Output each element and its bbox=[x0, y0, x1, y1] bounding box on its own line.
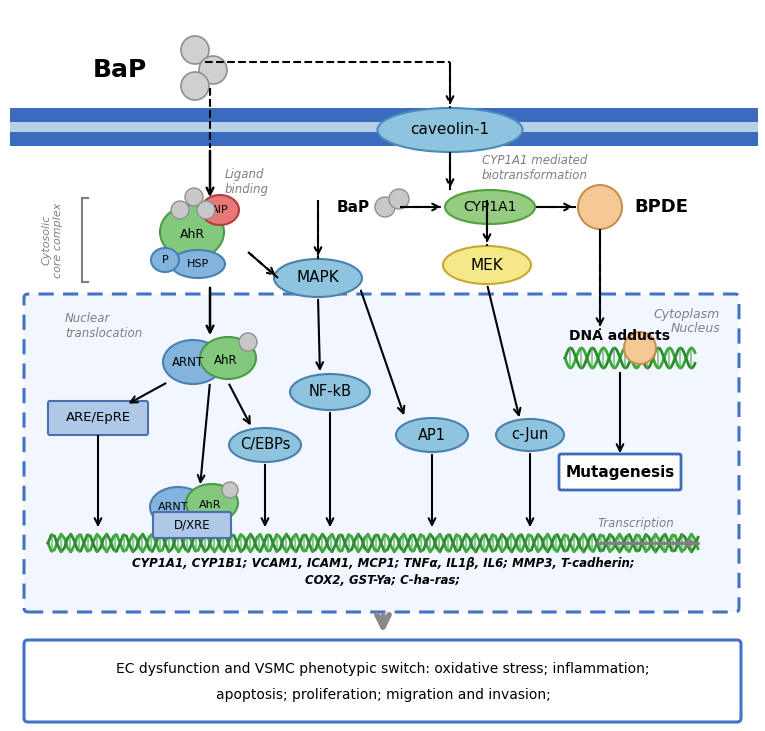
Text: D/XRE: D/XRE bbox=[174, 518, 210, 531]
Bar bbox=[10, 132, 758, 146]
Ellipse shape bbox=[150, 487, 206, 527]
Text: Ligand
binding: Ligand binding bbox=[225, 168, 269, 196]
Ellipse shape bbox=[290, 374, 370, 410]
Circle shape bbox=[185, 188, 203, 206]
Bar bbox=[10, 122, 758, 132]
Ellipse shape bbox=[160, 205, 224, 259]
Ellipse shape bbox=[443, 246, 531, 284]
Text: AhR: AhR bbox=[180, 227, 204, 240]
Text: BPDE: BPDE bbox=[634, 198, 688, 216]
Text: MEK: MEK bbox=[470, 257, 503, 273]
Text: ARNT: ARNT bbox=[172, 355, 204, 368]
Ellipse shape bbox=[377, 108, 522, 152]
Text: CYP1A1, CYP1B1; VCAM1, ICAM1, MCP1; TNFα, IL1β, IL6; MMP3, T-cadherin;: CYP1A1, CYP1B1; VCAM1, ICAM1, MCP1; TNFα… bbox=[132, 558, 634, 570]
Ellipse shape bbox=[151, 248, 179, 272]
Text: MAPK: MAPK bbox=[297, 270, 340, 286]
Circle shape bbox=[578, 185, 622, 229]
FancyBboxPatch shape bbox=[559, 454, 681, 490]
Text: AIP: AIP bbox=[211, 205, 229, 215]
Text: DNA adducts: DNA adducts bbox=[569, 329, 670, 343]
Ellipse shape bbox=[445, 190, 535, 224]
Text: P: P bbox=[161, 255, 168, 265]
Circle shape bbox=[239, 333, 257, 351]
Ellipse shape bbox=[200, 337, 256, 379]
Circle shape bbox=[389, 189, 409, 209]
Circle shape bbox=[197, 201, 215, 219]
FancyBboxPatch shape bbox=[48, 401, 148, 435]
Text: Transcription: Transcription bbox=[598, 517, 675, 530]
Circle shape bbox=[181, 36, 209, 64]
Text: ARNT: ARNT bbox=[158, 502, 188, 512]
Text: COX2, GST-Ya; C-ha-ras;: COX2, GST-Ya; C-ha-ras; bbox=[305, 574, 461, 586]
Circle shape bbox=[222, 482, 238, 498]
Text: Nucleus: Nucleus bbox=[670, 322, 720, 335]
Circle shape bbox=[181, 72, 209, 100]
Text: AhR: AhR bbox=[214, 354, 238, 366]
Circle shape bbox=[199, 56, 227, 84]
Text: EC dysfunction and VSMC phenotypic switch: oxidative stress; inflammation;: EC dysfunction and VSMC phenotypic switc… bbox=[116, 662, 649, 676]
FancyBboxPatch shape bbox=[24, 640, 741, 722]
Circle shape bbox=[171, 201, 189, 219]
Text: AP1: AP1 bbox=[418, 428, 446, 442]
Text: NF-kB: NF-kB bbox=[308, 385, 351, 400]
Circle shape bbox=[624, 332, 656, 364]
Text: BaP: BaP bbox=[337, 200, 370, 214]
Text: BaP: BaP bbox=[93, 58, 147, 82]
Text: ARE/EpRE: ARE/EpRE bbox=[66, 412, 131, 425]
Text: apoptosis; proliferation; migration and invasion;: apoptosis; proliferation; migration and … bbox=[216, 688, 550, 702]
Text: AhR: AhR bbox=[199, 500, 221, 510]
Text: C/EBPs: C/EBPs bbox=[239, 437, 290, 452]
Ellipse shape bbox=[186, 484, 238, 522]
Text: HSP: HSP bbox=[187, 259, 209, 269]
Text: c-Jun: c-Jun bbox=[511, 428, 549, 442]
Text: CYP1A1: CYP1A1 bbox=[464, 200, 516, 214]
Ellipse shape bbox=[163, 340, 223, 384]
Text: Cytoplasm: Cytoplasm bbox=[654, 308, 720, 321]
Text: CYP1A1 mediated
biotransformation: CYP1A1 mediated biotransformation bbox=[482, 154, 588, 182]
Ellipse shape bbox=[171, 250, 225, 278]
FancyBboxPatch shape bbox=[153, 512, 231, 538]
Ellipse shape bbox=[496, 419, 564, 451]
Ellipse shape bbox=[201, 195, 239, 225]
Ellipse shape bbox=[274, 259, 362, 297]
Ellipse shape bbox=[396, 418, 468, 452]
Text: caveolin-1: caveolin-1 bbox=[411, 123, 490, 137]
Text: Nuclear
translocation: Nuclear translocation bbox=[65, 312, 142, 340]
Text: Mutagenesis: Mutagenesis bbox=[565, 464, 675, 480]
Text: Cytosolic
core complex: Cytosolic core complex bbox=[41, 202, 63, 278]
Ellipse shape bbox=[229, 428, 301, 462]
FancyBboxPatch shape bbox=[24, 294, 739, 612]
Circle shape bbox=[375, 197, 395, 217]
Bar bbox=[10, 108, 758, 122]
